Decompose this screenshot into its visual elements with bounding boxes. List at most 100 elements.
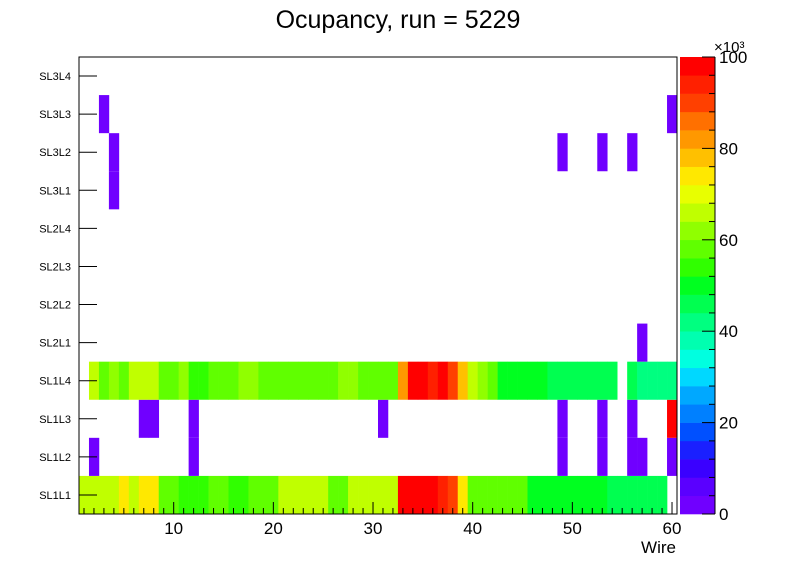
chart-title: Ocupancy, run = 5229: [276, 6, 521, 34]
heatmap-cell: [358, 475, 369, 514]
heatmap-cell: [298, 475, 309, 514]
color-scale-segment: [680, 258, 715, 277]
color-scale-segment: [680, 184, 715, 204]
heatmap-cell: [587, 361, 598, 400]
heatmap-cell: [138, 399, 150, 438]
heatmap-cell: [248, 475, 259, 514]
x-axis: 10 20 30 40 50 60: [83, 502, 681, 538]
color-scale: 0 20 40 60 80 100×10³: [680, 39, 747, 524]
heatmap-cell: [178, 361, 189, 400]
heatmap-cell: [308, 475, 319, 514]
x-tick-label: 10: [164, 519, 183, 538]
y-tick-label: SL3L3: [39, 109, 71, 121]
y-tick-label: SL1L3: [39, 414, 71, 426]
heatmap-cell: [467, 475, 478, 514]
y-tick-label: SL3L1: [39, 185, 71, 197]
heatmap-cell: [118, 361, 130, 400]
heatmap-cell: [597, 361, 608, 400]
x-tick-label: 40: [463, 519, 482, 538]
color-scale-segment: [680, 75, 715, 94]
y-tick-label: SL1L1: [39, 490, 71, 502]
heatmap-cell: [218, 361, 229, 400]
heatmap-cell: [657, 475, 668, 514]
heatmap-cell: [407, 475, 419, 514]
heatmap-cell: [387, 361, 399, 400]
heatmap-cell: [138, 475, 150, 514]
color-scale-segment: [680, 203, 715, 222]
heatmap-cell: [128, 361, 140, 400]
heatmap-cell: [667, 437, 678, 476]
heatmap-cell: [378, 361, 389, 400]
z-tick-label: 60: [719, 231, 738, 250]
heatmap-cell: [98, 475, 110, 514]
heatmap-cell: [627, 475, 638, 514]
heatmap-cell: [168, 361, 179, 400]
heatmap-cell: [427, 361, 439, 400]
heatmap-cell: [647, 475, 658, 514]
heatmap-cell: [148, 475, 160, 514]
z-tick-label: 20: [719, 414, 738, 433]
heatmap-cell: [557, 475, 568, 514]
color-scale-segment: [680, 495, 715, 515]
heatmap-cell: [637, 475, 648, 514]
heatmap-cell: [617, 475, 628, 514]
color-scale-segment: [680, 312, 715, 332]
color-scale-segment: [680, 111, 715, 131]
heatmap-cell: [597, 437, 608, 476]
heatmap-cell: [577, 361, 588, 400]
heatmap-cell: [437, 475, 449, 514]
heatmap-cell: [417, 475, 429, 514]
heatmap-cell: [647, 361, 658, 400]
heatmap-cell: [567, 361, 578, 400]
heatmap-cell: [278, 475, 289, 514]
heatmap-cell: [397, 475, 409, 514]
color-scale-segment: [680, 386, 715, 405]
color-scale-segment: [680, 221, 715, 241]
heatmap-cell: [98, 361, 110, 400]
heatmap-cell: [348, 475, 359, 514]
heatmap-cell: [208, 361, 219, 400]
heatmap-cell: [158, 361, 169, 400]
heatmap-cell: [108, 475, 120, 514]
heatmap-cell: [258, 361, 269, 400]
heatmap-cell: [148, 361, 160, 400]
heatmap-cell: [537, 475, 548, 514]
heatmap-cell: [198, 361, 209, 400]
heatmap-cell: [138, 361, 150, 400]
heatmap-cell: [118, 475, 130, 514]
heatmap-cell: [208, 475, 219, 514]
y-tick-label: SL2L4: [39, 223, 71, 235]
heatmap-cell: [507, 475, 518, 514]
heatmap-cell: [268, 475, 279, 514]
color-scale-segment: [680, 422, 715, 442]
heatmap-cell: [427, 475, 439, 514]
heatmap-cell: [298, 361, 309, 400]
heatmap-cell: [597, 399, 608, 438]
y-tick-label: SL1L4: [39, 376, 71, 388]
heatmap-cell: [557, 399, 568, 438]
color-scale-segment: [680, 57, 715, 76]
heatmap-cell: [378, 399, 389, 438]
heatmap-cell: [308, 361, 319, 400]
heatmap-cell: [407, 361, 419, 400]
color-scale-segment: [680, 440, 715, 460]
color-scale-segment: [680, 239, 715, 259]
heatmap-cell: [238, 361, 249, 400]
heatmap-cell: [487, 475, 498, 514]
heatmap-cell: [188, 437, 199, 476]
color-scale-segment: [680, 459, 715, 478]
heatmap-cell: [607, 475, 618, 514]
heatmap-cell: [447, 361, 459, 400]
heatmap-cell: [98, 95, 110, 134]
x-tick-label: 50: [563, 519, 582, 538]
z-tick-label: 0: [719, 505, 728, 524]
heatmap-cell: [218, 475, 229, 514]
heatmap-cell: [328, 475, 339, 514]
y-axis: SL1L1 SL1L2 SL1L3 SL1L4 SL2L1 SL2L2 SL2L3 SL2L4…: [39, 71, 97, 502]
heatmap-cell: [547, 475, 558, 514]
color-scale-segment: [680, 331, 715, 350]
z-multiplier-label: ×10³: [714, 39, 744, 56]
y-tick-label: SL3L2: [39, 147, 71, 159]
heatmap-cell: [417, 361, 429, 400]
